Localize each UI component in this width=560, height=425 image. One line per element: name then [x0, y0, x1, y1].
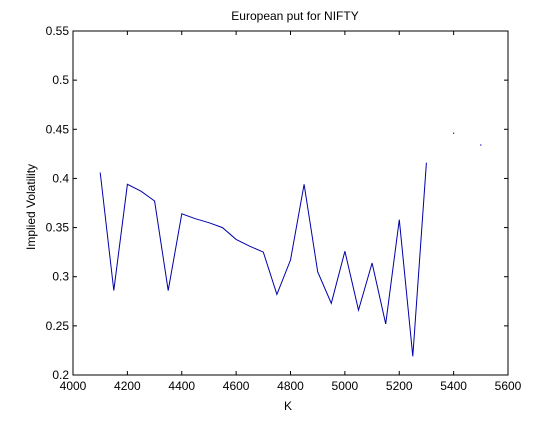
y-tick-label: 0.3 — [52, 270, 69, 284]
y-tick-label: 0.2 — [52, 368, 69, 382]
y-tick-label: 0.45 — [46, 122, 70, 136]
x-tick-label: 4000 — [60, 379, 87, 393]
y-tick-label: 0.35 — [46, 221, 70, 235]
x-tick-label: 4800 — [277, 379, 304, 393]
x-tick-label: 5000 — [332, 379, 359, 393]
implied-volatility-line — [99, 162, 427, 357]
data-point — [453, 132, 455, 134]
chart-title: European put for NIFTY — [231, 9, 358, 23]
x-tick-label: 4400 — [168, 379, 195, 393]
y-tick-label: 0.55 — [46, 24, 70, 38]
data-point — [480, 144, 482, 146]
x-tick-label: 5400 — [440, 379, 467, 393]
y-tick-label: 0.25 — [46, 319, 70, 333]
x-tick-label: 5600 — [495, 379, 522, 393]
x-tick-label: 5200 — [386, 379, 413, 393]
x-tick-label: 4600 — [223, 379, 250, 393]
x-axis-label: K — [284, 399, 292, 413]
plot-area: 4000 4200 4400 4600 4800 5000 5200 5400 5600 0.2 0… — [46, 24, 522, 393]
y-axis-label: Implied Volatility — [24, 164, 38, 250]
plot-frame — [72, 30, 509, 376]
y-tick-label: 0.5 — [52, 73, 69, 87]
y-tick-label: 0.4 — [52, 171, 69, 185]
x-tick-label: 4200 — [114, 379, 141, 393]
